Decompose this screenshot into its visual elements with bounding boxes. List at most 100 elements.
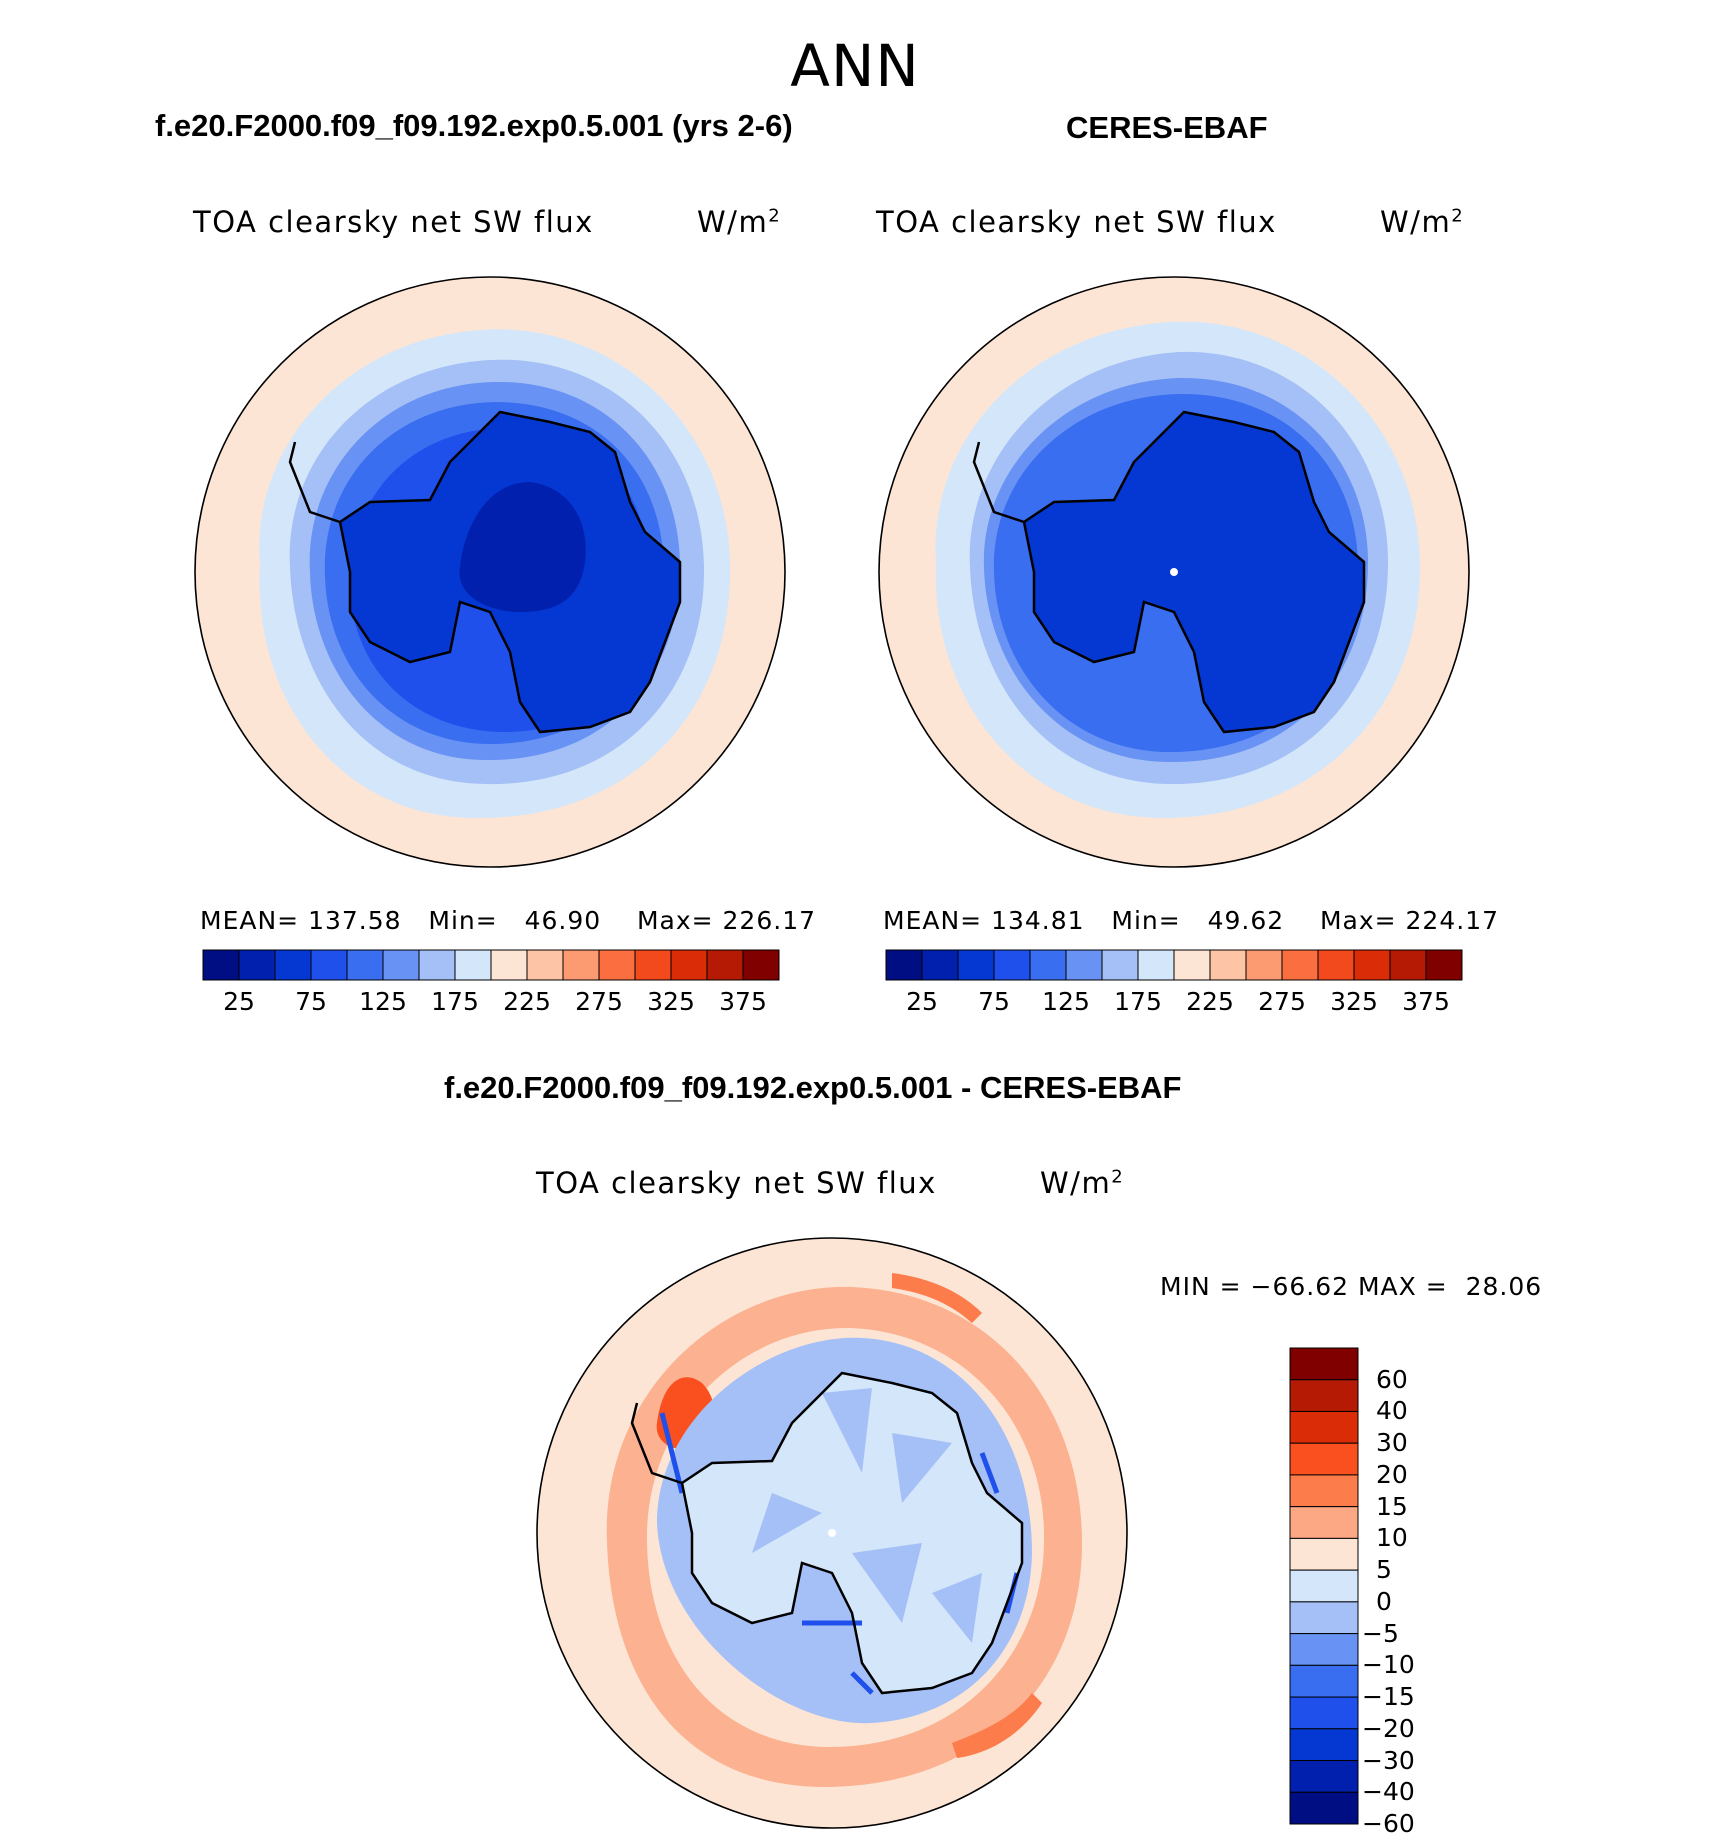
zone-east-plateau — [459, 482, 586, 612]
colorbar-swatch — [1289, 1474, 1359, 1508]
colorbar-swatch — [670, 949, 708, 981]
colorbar-tick-label: 175 — [431, 987, 479, 1016]
model-polar-map — [194, 276, 786, 868]
colorbar-swatch — [1289, 1379, 1359, 1412]
obs-min-label: Min= — [1111, 906, 1181, 935]
diff-max-value: 28.06 — [1465, 1272, 1543, 1301]
model-stats: MEAN= 137.58 Min= 46.90 Max= 226.17 — [200, 906, 816, 935]
coastline — [630, 1371, 1024, 1695]
model-colorbar-ticks: 25 75 125 175 225 275 325 375 — [203, 987, 779, 1017]
zone-coastal-streaks — [659, 1412, 1020, 1695]
obs-mean-label: MEAN= — [883, 906, 983, 935]
diff-max-label: MAX = — [1357, 1272, 1448, 1301]
colorbar-swatch — [238, 949, 276, 981]
colorbar-swatch — [1289, 1569, 1359, 1603]
diff-colorbar — [1289, 1347, 1359, 1825]
colorbar-tick-label: −40 — [1362, 1777, 1415, 1807]
colorbar-tick-label: 75 — [295, 987, 327, 1016]
obs-mean-value: 134.81 — [991, 906, 1085, 935]
model-max-label: Max= — [636, 906, 714, 935]
colorbar-swatch — [202, 949, 240, 981]
diff-panel-title: f.e20.F2000.f09_f09.192.exp0.5.001 - CER… — [444, 1070, 1182, 1105]
colorbar-swatch — [1289, 1791, 1359, 1825]
colorbar-tick-label: 275 — [575, 987, 623, 1016]
diff-min-value: −66.62 — [1250, 1272, 1350, 1301]
colorbar-tick-label: 10 — [1376, 1523, 1408, 1553]
colorbar-tick-label: 15 — [1376, 1491, 1408, 1521]
colorbar-swatch — [1317, 949, 1355, 981]
diff-units-label: W/m2 — [1040, 1166, 1125, 1200]
colorbar-tick-label: −30 — [1362, 1745, 1415, 1775]
colorbar-tick-label: −5 — [1362, 1618, 1399, 1648]
colorbar-swatch — [1425, 949, 1463, 981]
colorbar-swatch — [454, 949, 492, 981]
map-boundary — [194, 276, 786, 868]
colorbar-tick-label: −60 — [1362, 1809, 1415, 1838]
obs-stats: MEAN= 134.81 Min= 49.62 Max= 224.17 — [883, 906, 1499, 935]
model-mean-value: 137.58 — [308, 906, 402, 935]
colorbar-swatch — [1289, 1760, 1359, 1793]
colorbar-swatch — [598, 949, 636, 981]
diff-stats: MIN = −66.62 MAX = 28.06 — [1160, 1272, 1542, 1301]
colorbar-swatch — [1289, 1696, 1359, 1730]
colorbar-swatch — [346, 949, 384, 981]
zone-ice-sheet — [1024, 412, 1364, 732]
model-variable-label: TOA clearsky net SW flux — [193, 205, 594, 239]
diff-colorbar-ticks: 60 40 30 20 15 10 5 0 −5 −10 −15 −20 −30 −40 −60 — [1362, 1348, 1446, 1838]
colorbar-tick-label: 225 — [1186, 987, 1234, 1016]
colorbar-swatch — [1101, 949, 1139, 981]
model-contour-fill — [195, 277, 785, 867]
colorbar-tick-label: 30 — [1376, 1428, 1408, 1458]
colorbar-swatch — [957, 949, 995, 981]
colorbar-tick-label: 325 — [1330, 987, 1378, 1016]
colorbar-swatch — [1065, 949, 1103, 981]
colorbar-tick-label: 75 — [978, 987, 1010, 1016]
colorbar-swatch — [1289, 1537, 1359, 1571]
colorbar-swatch — [1289, 1347, 1359, 1381]
colorbar-tick-label: 375 — [719, 987, 767, 1016]
colorbar-swatch — [1353, 949, 1391, 981]
colorbar-tick-label: 375 — [1402, 987, 1450, 1016]
obs-units-label: W/m2 — [1380, 205, 1465, 239]
pole-point — [828, 1529, 836, 1537]
colorbar-swatch — [1281, 949, 1319, 981]
colorbar-swatch — [562, 949, 600, 981]
colorbar-swatch — [706, 949, 744, 981]
colorbar-tick-label: −20 — [1362, 1713, 1415, 1743]
colorbar-tick-label: 25 — [223, 987, 255, 1016]
colorbar-swatch — [634, 949, 672, 981]
colorbar-swatch — [418, 949, 456, 981]
colorbar-swatch — [1245, 949, 1283, 981]
colorbar-swatch — [921, 949, 959, 981]
zone-interior-patches — [752, 1388, 982, 1643]
colorbar-tick-label: 0 — [1376, 1586, 1392, 1616]
colorbar-swatch — [1289, 1633, 1359, 1666]
colorbar-swatch — [1289, 1506, 1359, 1539]
colorbar-swatch — [1137, 949, 1175, 981]
obs-polar-map — [878, 276, 1470, 868]
colorbar-swatch — [526, 949, 564, 981]
obs-max-label: Max= — [1319, 906, 1397, 935]
model-colorbar — [202, 949, 780, 981]
colorbar-swatch — [993, 949, 1031, 981]
diff-polar-map — [536, 1237, 1128, 1829]
colorbar-tick-label: 20 — [1376, 1459, 1408, 1489]
model-panel-title: f.e20.F2000.f09_f09.192.exp0.5.001 (yrs … — [155, 108, 793, 143]
colorbar-swatch — [310, 949, 348, 981]
map-boundary — [878, 276, 1470, 868]
map-boundary — [536, 1237, 1128, 1829]
coastline — [288, 410, 682, 734]
obs-colorbar-ticks: 25 75 125 175 225 275 325 375 — [886, 987, 1462, 1017]
colorbar-swatch — [1029, 949, 1067, 981]
diff-variable-label: TOA clearsky net SW flux — [536, 1166, 937, 1200]
model-min-label: Min= — [428, 906, 498, 935]
colorbar-swatch — [1289, 1410, 1359, 1444]
colorbar-tick-label: −15 — [1362, 1682, 1415, 1712]
colorbar-swatch — [1289, 1664, 1359, 1698]
model-min-value: 46.90 — [524, 906, 602, 935]
colorbar-tick-label: 225 — [503, 987, 551, 1016]
colorbar-swatch — [1289, 1601, 1359, 1635]
obs-colorbar — [885, 949, 1463, 981]
colorbar-swatch — [1209, 949, 1247, 981]
colorbar-swatch — [885, 949, 923, 981]
